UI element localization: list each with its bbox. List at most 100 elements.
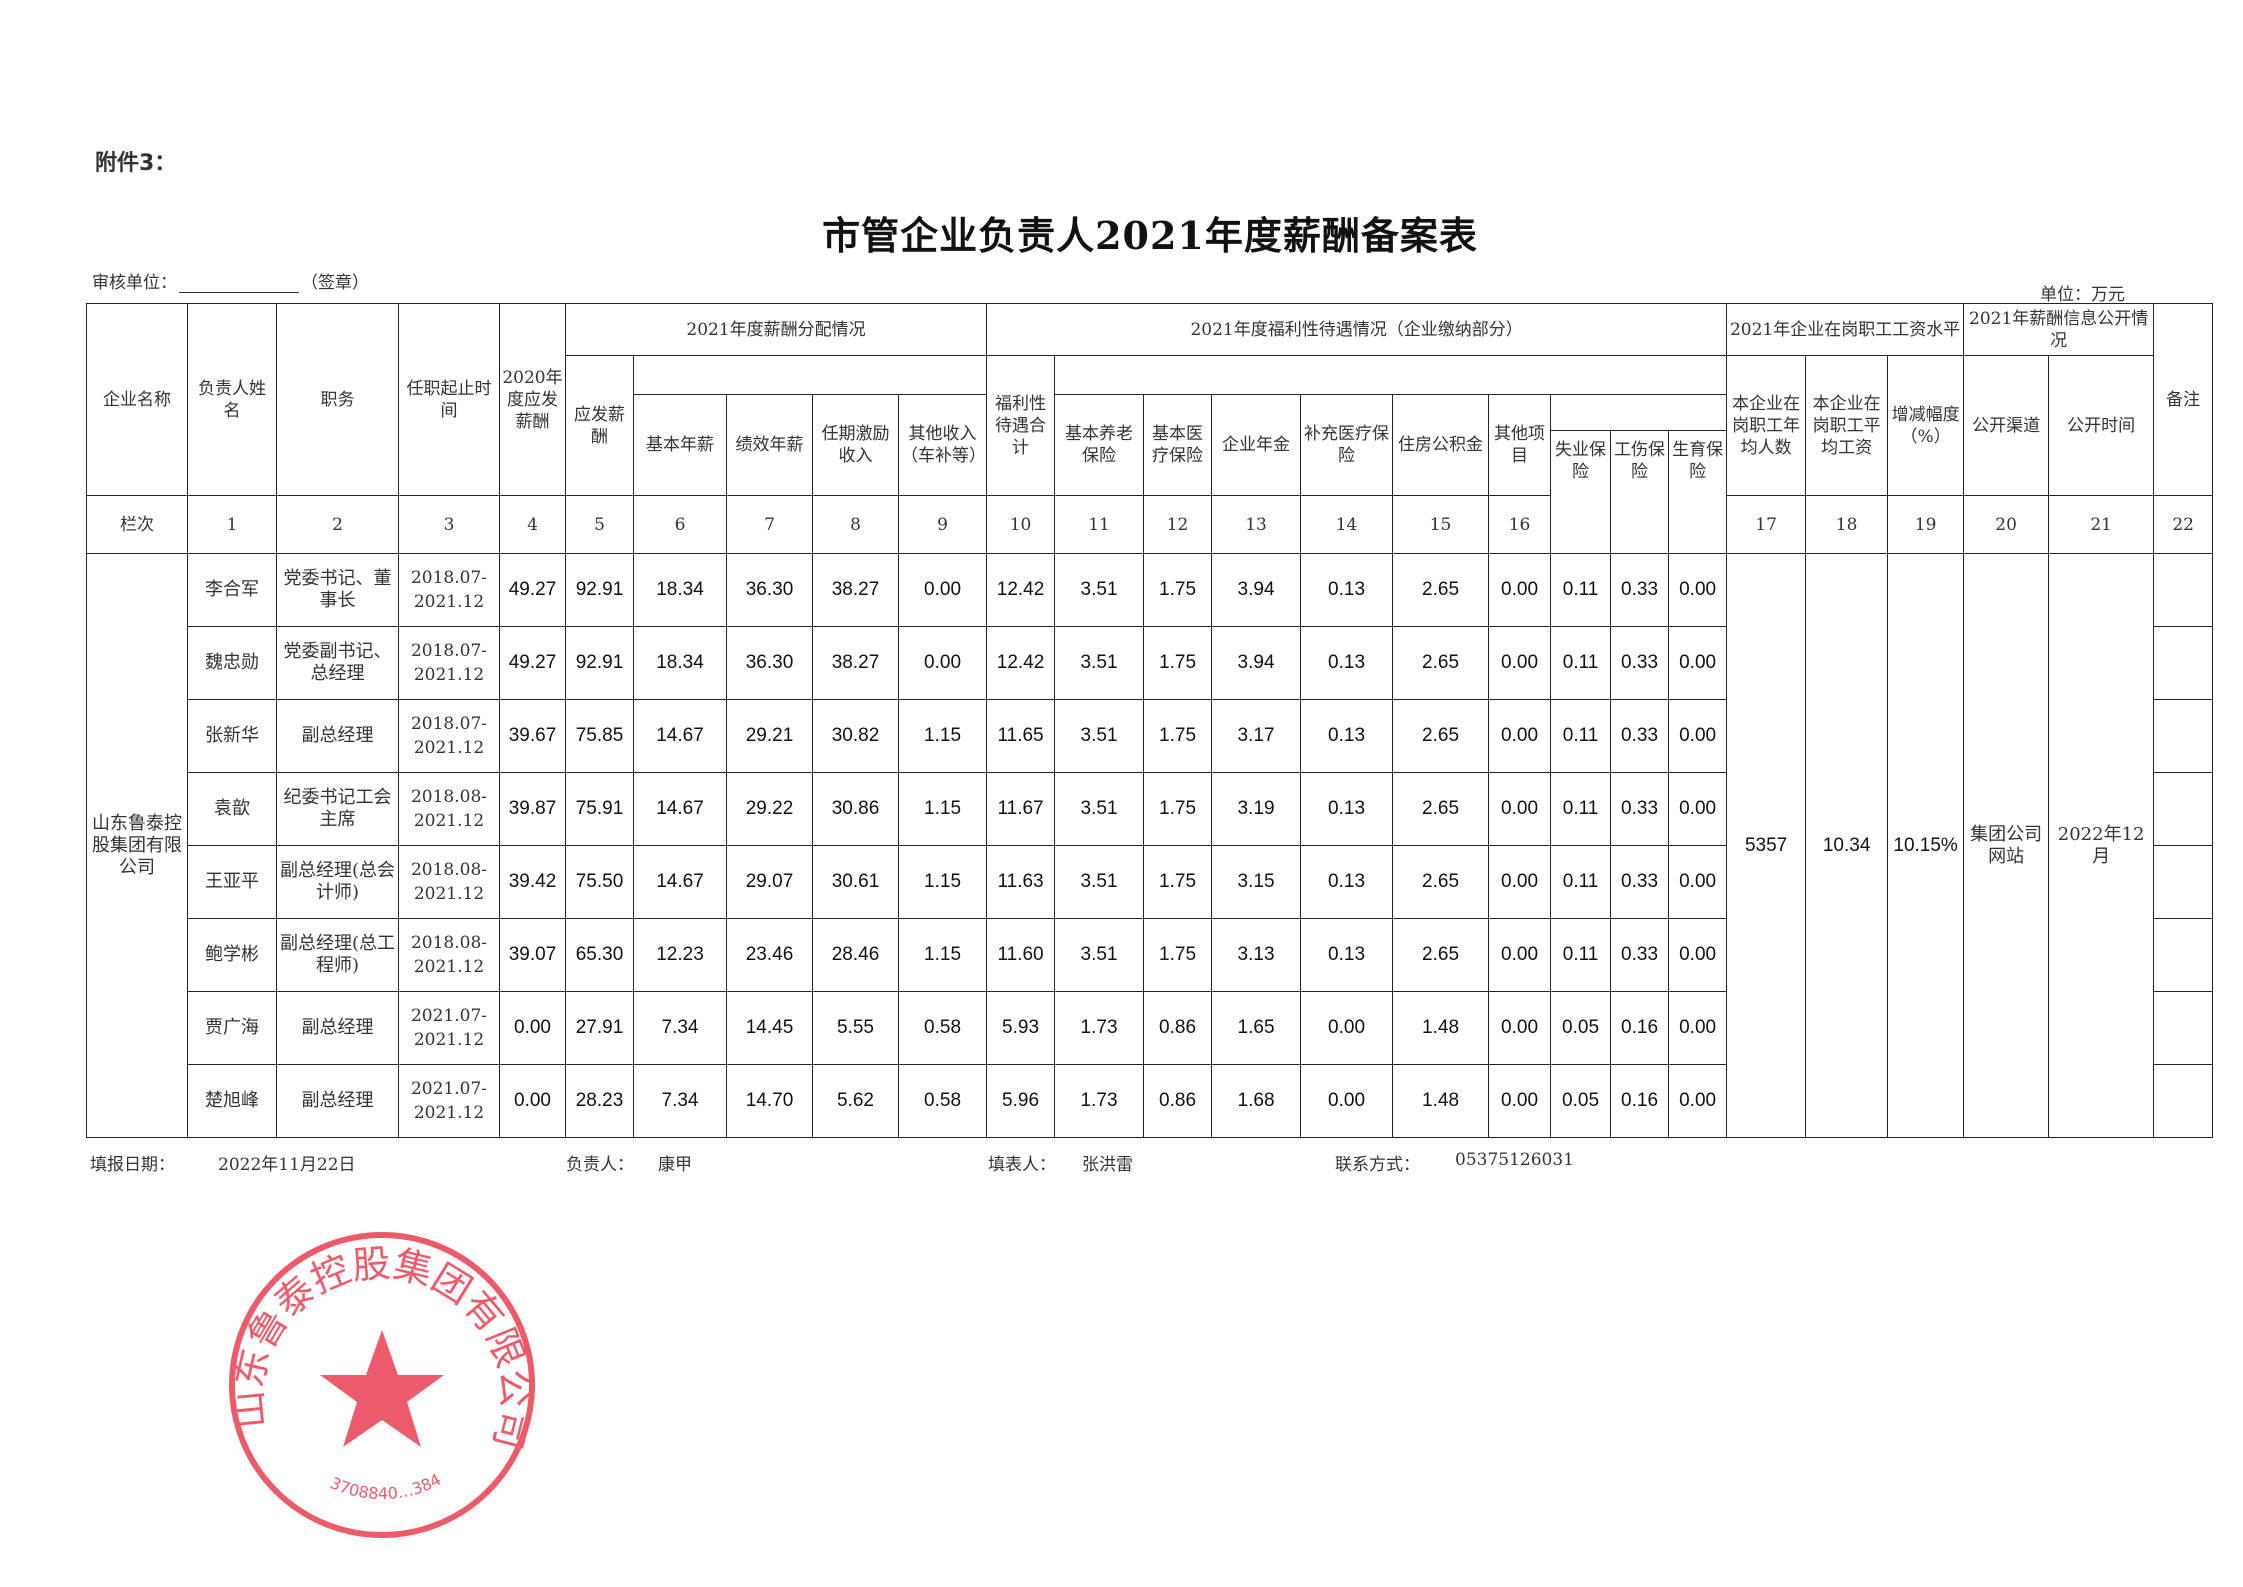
value-cell: 92.91 <box>565 553 634 627</box>
value-cell: 0.13 <box>1300 626 1394 700</box>
value-cell: 3.19 <box>1211 772 1302 846</box>
value-cell: 0.33 <box>1610 553 1670 627</box>
value-cell: 2.65 <box>1392 918 1490 992</box>
value-cell: 0.11 <box>1550 772 1612 846</box>
salary-filing-table: 企业名称 负责人姓名 职务 任职起止时间 2020年度应发薪酬 2021年度薪酬… <box>86 303 2214 1138</box>
value-cell: 0.00 <box>1668 991 1728 1065</box>
value-cell: 0.11 <box>1550 845 1612 919</box>
attachment-label: 附件3： <box>95 151 177 176</box>
value-cell: 2.65 <box>1392 845 1490 919</box>
value-cell: 1.75 <box>1143 772 1213 846</box>
value-cell: 7.34 <box>633 991 727 1065</box>
value-cell: 18.34 <box>633 626 727 700</box>
value-cell: 36.30 <box>726 553 813 627</box>
value-cell: 0.00 <box>1668 1064 1728 1138</box>
value-cell: 0.00 <box>1488 699 1552 773</box>
remark-cell <box>2153 1064 2214 1138</box>
audit-unit-label: 审核单位： <box>92 273 177 293</box>
footer-owner-label: 负责人： <box>566 1155 634 1175</box>
value-cell: 1.75 <box>1143 553 1213 627</box>
value-cell: 39.67 <box>499 699 566 773</box>
value-cell: 0.00 <box>897 553 988 627</box>
value-cell: 14.67 <box>633 699 727 773</box>
person-name: 楚旭峰 <box>187 1064 277 1138</box>
value-cell: 0.11 <box>1550 699 1612 773</box>
index-number: 11 <box>1054 495 1145 554</box>
value-cell: 0.00 <box>1300 1064 1394 1138</box>
value-cell: 28.46 <box>812 918 899 992</box>
value-cell: 5.62 <box>812 1064 899 1138</box>
term: 2021.07- 2021.12 <box>398 1064 500 1138</box>
value-cell: 0.13 <box>1300 772 1394 846</box>
company-name: 山东鲁泰控股集团有限公司 <box>86 553 188 1138</box>
avg-wage: 10.34 <box>1805 553 1889 1138</box>
staff-count: 5357 <box>1726 553 1807 1138</box>
person-name: 魏忠勋 <box>187 626 277 700</box>
term: 2018.08- 2021.12 <box>398 772 500 846</box>
header-group-welfare: 2021年度福利性待遇情况（企业缴纳部分） <box>986 303 1728 356</box>
value-cell: 0.58 <box>897 991 988 1065</box>
index-number: 5 <box>565 495 634 554</box>
header-position: 职务 <box>276 303 399 496</box>
index-number: 21 <box>2048 495 2155 554</box>
term: 2018.07- 2021.12 <box>398 626 500 700</box>
value-cell: 1.48 <box>1392 1064 1490 1138</box>
value-cell: 11.63 <box>986 845 1056 919</box>
value-cell: 3.17 <box>1211 699 1302 773</box>
header-maternity: 生育保险 <box>1668 430 1728 554</box>
value-cell: 75.50 <box>565 845 634 919</box>
header-staff-count: 本企业在岗职工年均人数 <box>1726 355 1807 496</box>
value-cell: 3.94 <box>1211 553 1302 627</box>
value-cell: 1.15 <box>897 699 988 773</box>
index-number: 3 <box>398 495 500 554</box>
person-name: 鲍学彬 <box>187 918 277 992</box>
value-cell: 1.75 <box>1143 845 1213 919</box>
value-cell: 14.70 <box>726 1064 813 1138</box>
term: 2018.07- 2021.12 <box>398 553 500 627</box>
person-position: 党委书记、董事长 <box>276 553 399 627</box>
value-cell: 1.75 <box>1143 699 1213 773</box>
value-cell: 3.51 <box>1054 626 1145 700</box>
table-row: 鲍学彬 副总经理(总工程师) 2018.08- 2021.12 39.07 65.30 1… <box>87 918 2214 992</box>
footer-owner: 康甲 <box>658 1155 692 1175</box>
value-cell: 0.00 <box>1488 553 1552 627</box>
index-number: 7 <box>726 495 813 554</box>
person-name: 王亚平 <box>187 845 277 919</box>
value-cell: 0.00 <box>1488 626 1552 700</box>
value-cell: 5.93 <box>986 991 1056 1065</box>
value-cell: 14.67 <box>633 772 727 846</box>
table-row: 魏忠勋 党委副书记、总经理 2018.07- 2021.12 49.27 92.91 18… <box>87 626 2214 700</box>
term: 2021.07- 2021.12 <box>398 991 500 1065</box>
footer-contact-label: 联系方式： <box>1335 1155 1420 1175</box>
remark-cell <box>2153 991 2214 1065</box>
index-number: 15 <box>1392 495 1490 554</box>
value-cell: 1.73 <box>1054 991 1145 1065</box>
value-cell: 3.15 <box>1211 845 1302 919</box>
footer-date-label: 填报日期： <box>90 1155 175 1175</box>
value-cell: 2.65 <box>1392 553 1490 627</box>
table-row: 袁歆 纪委书记工会主席 2018.08- 2021.12 39.87 75.91 14.6… <box>87 772 2214 846</box>
index-number: 2 <box>276 495 399 554</box>
value-cell: 2.65 <box>1392 626 1490 700</box>
value-cell: 27.91 <box>565 991 634 1065</box>
header-company: 企业名称 <box>86 303 188 496</box>
footer-filler-label: 填表人： <box>988 1155 1056 1175</box>
value-cell: 18.34 <box>633 553 727 627</box>
value-cell: 23.46 <box>726 918 813 992</box>
value-cell: 38.27 <box>812 553 899 627</box>
value-cell: 14.67 <box>633 845 727 919</box>
value-cell: 0.00 <box>1668 918 1728 992</box>
person-position: 纪委书记工会主席 <box>276 772 399 846</box>
person-name: 贾广海 <box>187 991 277 1065</box>
person-name: 袁歆 <box>187 772 277 846</box>
seal-code: 3708840…384 <box>327 1470 444 1503</box>
table-row: 贾广海 副总经理 2021.07- 2021.12 0.00 27.91 7.34 14.4… <box>87 991 2214 1065</box>
value-cell: 36.30 <box>726 626 813 700</box>
value-cell: 0.00 <box>1300 991 1394 1065</box>
header-welfare-total: 福利性待遇合计 <box>986 355 1056 496</box>
person-position: 副总经理 <box>276 699 399 773</box>
index-number: 18 <box>1805 495 1889 554</box>
value-cell: 1.15 <box>897 772 988 846</box>
value-cell: 65.30 <box>565 918 634 992</box>
value-cell: 11.67 <box>986 772 1056 846</box>
